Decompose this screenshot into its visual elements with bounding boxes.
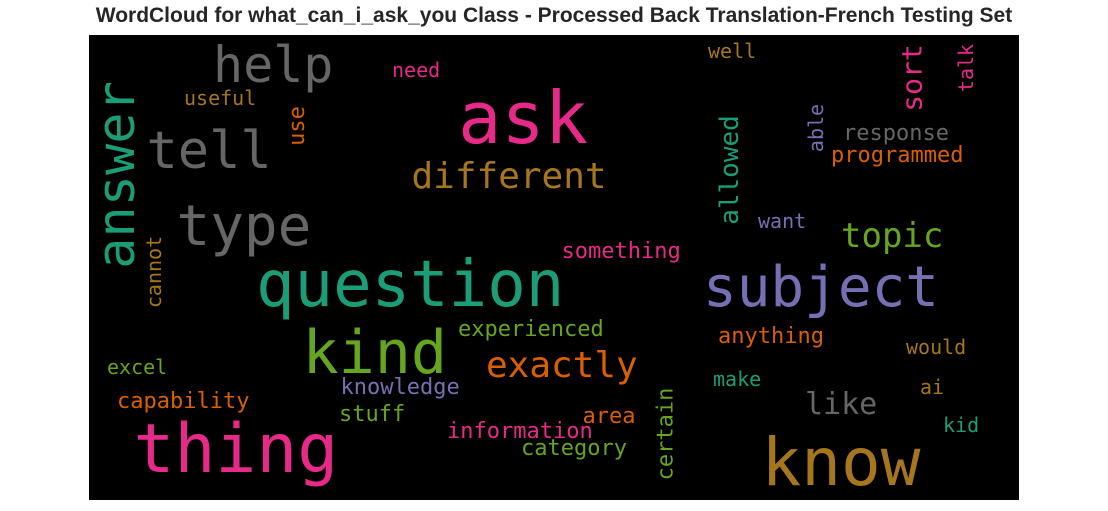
- word-information: information: [447, 419, 593, 444]
- word-know: know: [761, 424, 921, 500]
- word-allowed: allowed: [714, 115, 745, 225]
- word-help: help: [213, 36, 334, 94]
- word-sort: sort: [895, 44, 929, 112]
- word-useful: useful: [184, 86, 257, 110]
- word-want: want: [758, 209, 807, 233]
- word-subject: subject: [703, 255, 940, 320]
- word-make: make: [713, 367, 762, 391]
- word-talk: talk: [954, 43, 979, 93]
- word-type: type: [176, 194, 312, 259]
- word-able: able: [804, 103, 829, 153]
- word-question: question: [256, 248, 565, 322]
- word-would: would: [906, 335, 967, 359]
- word-like: like: [805, 387, 878, 422]
- word-certain: certain: [652, 387, 678, 481]
- word-topic: topic: [841, 216, 944, 256]
- word-exactly: exactly: [486, 345, 638, 386]
- word-category: category: [521, 436, 627, 461]
- chart-title: WordCloud for what_can_i_ask_you Class -…: [95, 4, 1013, 27]
- word-tell: tell: [146, 121, 272, 181]
- word-ai: ai: [920, 375, 945, 399]
- word-excel: excel: [107, 355, 168, 379]
- word-stuff: stuff: [339, 402, 406, 427]
- word-anything: anything: [718, 324, 824, 349]
- word-thing: thing: [133, 410, 339, 489]
- word-kid: kid: [943, 413, 980, 437]
- word-ask: ask: [458, 76, 589, 160]
- word-well: well: [708, 39, 757, 63]
- word-kind: kind: [302, 318, 448, 388]
- word-capability: capability: [117, 389, 250, 414]
- wordcloud-canvas: ask question subject thing know kind answer typ…: [89, 35, 1019, 500]
- word-answer: answer: [89, 81, 147, 269]
- word-knowledge: knowledge: [340, 375, 460, 400]
- word-area: area: [582, 404, 636, 429]
- word-different: different: [411, 156, 607, 197]
- word-experienced: experienced: [458, 317, 604, 342]
- word-programmed: programmed: [831, 143, 964, 168]
- word-cannot: cannot: [142, 235, 167, 309]
- word-use: use: [284, 106, 310, 146]
- word-something: something: [561, 239, 681, 264]
- word-response: response: [843, 121, 949, 146]
- word-need: need: [392, 58, 441, 82]
